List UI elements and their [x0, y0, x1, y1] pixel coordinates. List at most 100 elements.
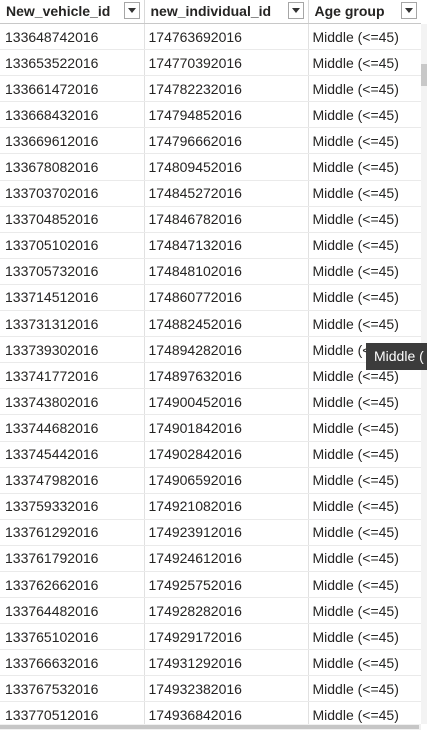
table-row[interactable]: 133704852016 174846782016 Middle (<=45): [0, 206, 421, 233]
age-group-cell[interactable]: Middle (<=45): [308, 623, 421, 651]
age-group-cell[interactable]: Middle (<=45): [308, 467, 421, 494]
vehicle-id-cell[interactable]: 133661472016: [0, 75, 145, 103]
column-header-age-group[interactable]: Age group: [308, 0, 421, 24]
individual-id-cell[interactable]: 174901842016: [144, 414, 309, 442]
individual-id-cell[interactable]: 174906592016: [144, 467, 309, 494]
column-filter-button[interactable]: [123, 2, 140, 19]
vehicle-id-cell[interactable]: 133744682016: [0, 414, 145, 442]
vehicle-id-cell[interactable]: 133705732016: [0, 258, 145, 285]
vehicle-id-cell[interactable]: 133741772016: [0, 362, 145, 390]
age-group-cell[interactable]: Middle (<=45): [308, 388, 421, 416]
vehicle-id-cell[interactable]: 133669612016: [0, 127, 145, 155]
individual-id-cell[interactable]: 174847132016: [144, 232, 309, 259]
individual-id-cell[interactable]: 174900452016: [144, 388, 309, 416]
table-row[interactable]: 133661472016 174782232016 Middle (<=45): [0, 75, 421, 103]
age-group-cell[interactable]: Middle (<=45): [308, 127, 421, 155]
age-group-cell[interactable]: Middle (<=45): [308, 414, 421, 442]
individual-id-cell[interactable]: 174932382016: [144, 675, 309, 703]
vehicle-id-cell[interactable]: 133668432016: [0, 101, 145, 129]
vehicle-id-cell[interactable]: 133770512016: [0, 701, 145, 724]
table-row[interactable]: 133744682016 174901842016 Middle (<=45): [0, 414, 421, 442]
table-row[interactable]: 133648742016 174763692016 Middle (<=45): [0, 23, 421, 51]
vehicle-id-cell[interactable]: 133743802016: [0, 388, 145, 416]
age-group-cell[interactable]: Middle (<=45): [308, 519, 421, 546]
table-row[interactable]: 133745442016 174902842016 Middle (<=45): [0, 441, 421, 468]
age-group-cell[interactable]: Middle (<=45): [308, 232, 421, 259]
table-row[interactable]: 133770512016 174936842016 Middle (<=45): [0, 701, 421, 724]
table-row[interactable]: 133653522016 174770392016 Middle (<=45): [0, 49, 421, 77]
age-group-cell[interactable]: Middle (<=45): [308, 23, 421, 51]
table-row[interactable]: 133678082016 174809452016 Middle (<=45): [0, 153, 421, 181]
horizontal-scrollbar-thumb[interactable]: [0, 725, 419, 729]
table-row[interactable]: 133765102016 174929172016 Middle (<=45): [0, 623, 421, 651]
vehicle-id-cell[interactable]: 133759332016: [0, 493, 145, 520]
table-row[interactable]: 133759332016 174921082016 Middle (<=45): [0, 493, 421, 520]
table-row[interactable]: 133767532016 174932382016 Middle (<=45): [0, 675, 421, 703]
age-group-cell[interactable]: Middle (<=45): [308, 206, 421, 233]
vehicle-id-cell[interactable]: 133653522016: [0, 49, 145, 77]
individual-id-cell[interactable]: 174860772016: [144, 284, 309, 312]
age-group-cell[interactable]: Middle (<=45): [308, 649, 421, 677]
table-row[interactable]: 133761792016 174924612016 Middle (<=45): [0, 545, 421, 572]
age-group-cell[interactable]: Middle (<=45): [308, 675, 421, 703]
vehicle-id-cell[interactable]: 133678082016: [0, 153, 145, 181]
individual-id-cell[interactable]: 174882452016: [144, 310, 309, 338]
vehicle-id-cell[interactable]: 133764482016: [0, 597, 145, 625]
individual-id-cell[interactable]: 174897632016: [144, 362, 309, 390]
individual-id-cell[interactable]: 174931292016: [144, 649, 309, 677]
vertical-scrollbar-thumb[interactable]: [421, 64, 427, 86]
individual-id-cell[interactable]: 174796662016: [144, 127, 309, 155]
column-header-new-individual-id[interactable]: new_individual_id: [144, 0, 309, 24]
age-group-cell[interactable]: Middle (<=45): [308, 493, 421, 520]
individual-id-cell[interactable]: 174923912016: [144, 519, 309, 546]
individual-id-cell[interactable]: 174770392016: [144, 49, 309, 77]
individual-id-cell[interactable]: 174929172016: [144, 623, 309, 651]
vehicle-id-cell[interactable]: 133704852016: [0, 206, 145, 233]
age-group-cell[interactable]: Middle (<=45): [308, 362, 421, 390]
table-row[interactable]: 133668432016 174794852016 Middle (<=45): [0, 101, 421, 129]
vertical-scrollbar[interactable]: [421, 24, 427, 724]
table-row[interactable]: 133669612016 174796662016 Middle (<=45): [0, 127, 421, 155]
individual-id-cell[interactable]: 174763692016: [144, 23, 309, 51]
vehicle-id-cell[interactable]: 133765102016: [0, 623, 145, 651]
age-group-cell[interactable]: Middle (<=45): [308, 545, 421, 572]
age-group-cell[interactable]: Middle (<=45): [308, 571, 421, 599]
table-row[interactable]: 133741772016 174897632016 Middle (<=45): [0, 362, 421, 390]
table-row[interactable]: 133747982016 174906592016 Middle (<=45): [0, 467, 421, 494]
horizontal-scrollbar[interactable]: [0, 724, 421, 730]
vehicle-id-cell[interactable]: 133703702016: [0, 180, 145, 207]
age-group-cell[interactable]: Middle (<=45): [308, 75, 421, 103]
vehicle-id-cell[interactable]: 133648742016: [0, 23, 145, 51]
table-row[interactable]: 133703702016 174845272016 Middle (<=45): [0, 180, 421, 207]
vehicle-id-cell[interactable]: 133766632016: [0, 649, 145, 677]
vehicle-id-cell[interactable]: 133739302016: [0, 336, 145, 364]
individual-id-cell[interactable]: 174894282016: [144, 336, 309, 364]
table-row[interactable]: 133761292016 174923912016 Middle (<=45): [0, 519, 421, 546]
age-group-cell[interactable]: Middle (<=45): [308, 153, 421, 181]
individual-id-cell[interactable]: 174845272016: [144, 180, 309, 207]
age-group-cell[interactable]: Middle (<=45): [308, 180, 421, 207]
age-group-cell[interactable]: Middle (<=45): [308, 701, 421, 724]
individual-id-cell[interactable]: 174936842016: [144, 701, 309, 724]
individual-id-cell[interactable]: 174924612016: [144, 545, 309, 572]
age-group-cell[interactable]: Middle (<=45): [308, 101, 421, 129]
age-group-cell[interactable]: Middle (<=45): [308, 441, 421, 468]
column-header-new-vehicle-id[interactable]: New_vehicle_id: [0, 0, 145, 24]
vehicle-id-cell[interactable]: 133705102016: [0, 232, 145, 259]
individual-id-cell[interactable]: 174902842016: [144, 441, 309, 468]
age-group-cell[interactable]: Middle (<=45): [308, 597, 421, 625]
age-group-cell[interactable]: Middle (<=45): [308, 310, 421, 338]
table-row[interactable]: 133705102016 174847132016 Middle (<=45): [0, 232, 421, 259]
individual-id-cell[interactable]: 174848102016: [144, 258, 309, 285]
individual-id-cell[interactable]: 174928282016: [144, 597, 309, 625]
individual-id-cell[interactable]: 174782232016: [144, 75, 309, 103]
vehicle-id-cell[interactable]: 133761292016: [0, 519, 145, 546]
table-row[interactable]: 133739302016 174894282016 Middle (<=45): [0, 336, 421, 364]
table-row[interactable]: 133762662016 174925752016 Middle (<=45): [0, 571, 421, 599]
table-row[interactable]: 133764482016 174928282016 Middle (<=45): [0, 597, 421, 625]
column-filter-button[interactable]: [400, 2, 417, 19]
vehicle-id-cell[interactable]: 133761792016: [0, 545, 145, 572]
vehicle-id-cell[interactable]: 133731312016: [0, 310, 145, 338]
individual-id-cell[interactable]: 174925752016: [144, 571, 309, 599]
individual-id-cell[interactable]: 174921082016: [144, 493, 309, 520]
